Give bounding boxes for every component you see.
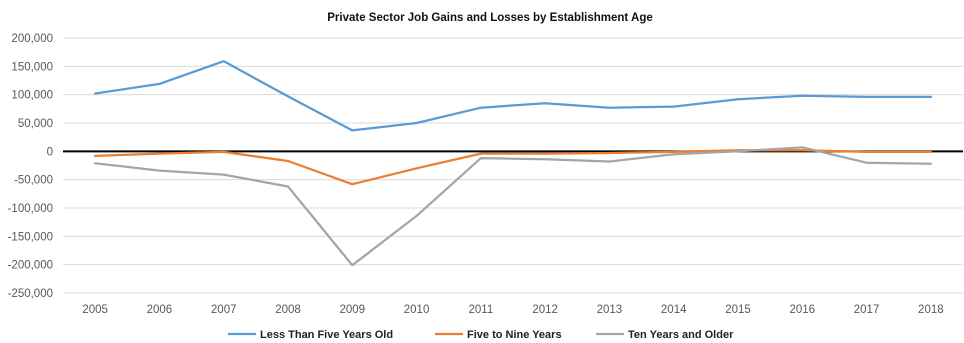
gridlines [63, 37, 963, 294]
y-axis-tick-labels: 200,000 150,000 100,000 50,000 0 -50,000 -100,… [8, 33, 53, 300]
y-tick-label: 0 [47, 146, 53, 158]
x-tick-label: 2008 [275, 304, 301, 316]
x-tick-label: 2012 [532, 304, 558, 316]
x-tick-label: 2011 [468, 304, 493, 316]
y-tick-label: -150,000 [8, 231, 53, 243]
x-tick-label: 2016 [789, 304, 815, 316]
x-tick-label: 2010 [404, 304, 430, 316]
legend: Less Than Five Years Old Five to Nine Yea… [228, 329, 734, 341]
x-tick-label: 2009 [339, 304, 365, 316]
y-tick-label: -50,000 [14, 175, 53, 187]
y-tick-label: 50,000 [18, 118, 53, 130]
x-axis-tick-labels: 2005 2006 2007 2008 2009 2010 2011 2012 2013 2014… [82, 304, 943, 316]
series-lines [93, 60, 933, 267]
y-tick-label: 200,000 [11, 33, 53, 45]
x-tick-label: 2007 [211, 304, 237, 316]
x-tick-label: 2014 [661, 304, 687, 316]
x-tick-label: 2006 [147, 304, 173, 316]
legend-label-2: Ten Years and Older [628, 329, 734, 341]
y-tick-label: -250,000 [8, 288, 53, 300]
y-tick-label: -100,000 [8, 203, 53, 215]
x-tick-label: 2018 [918, 304, 944, 316]
y-tick-label: -200,000 [8, 260, 53, 272]
x-tick-label: 2015 [725, 304, 751, 316]
series-line-0 [93, 60, 933, 132]
x-tick-label: 2013 [597, 304, 623, 316]
legend-label-0: Less Than Five Years Old [260, 329, 393, 341]
series-line-2 [93, 146, 933, 267]
y-tick-label: 150,000 [11, 61, 53, 73]
x-tick-label: 2017 [854, 304, 880, 316]
y-tick-label: 100,000 [11, 90, 53, 102]
series-line-1 [93, 149, 933, 186]
x-tick-label: 2005 [82, 304, 108, 316]
chart-title: Private Sector Job Gains and Losses by E… [327, 12, 653, 24]
legend-label-1: Five to Nine Years [467, 329, 562, 341]
